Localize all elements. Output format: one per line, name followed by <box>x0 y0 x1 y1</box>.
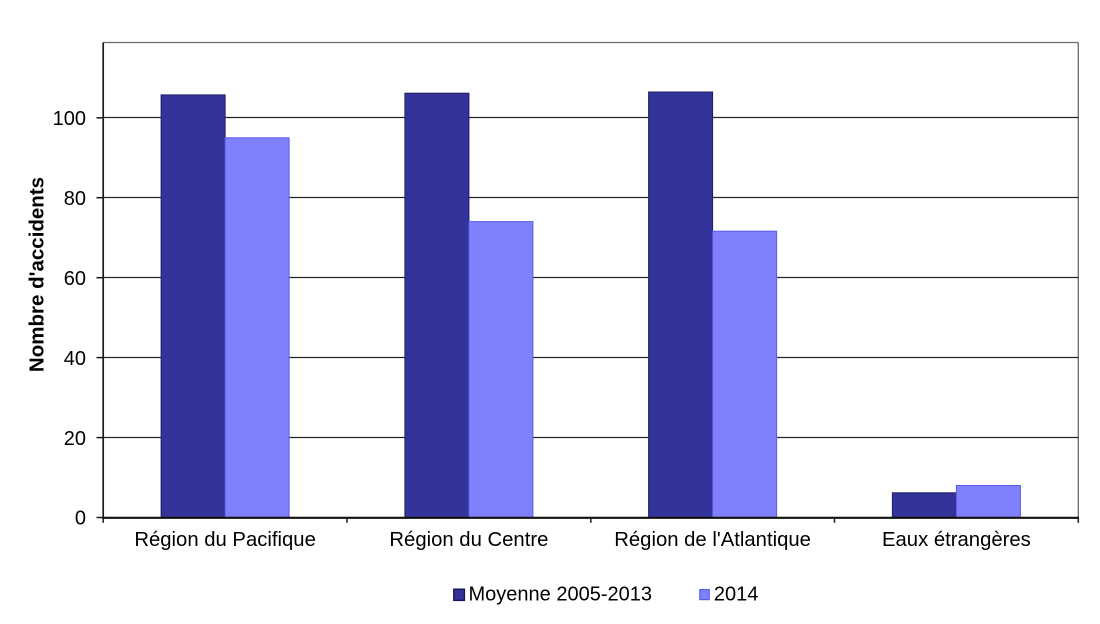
svg-text:Région du Centre: Région du Centre <box>389 529 548 551</box>
svg-text:Région du Pacifique: Région du Pacifique <box>134 529 316 551</box>
svg-text:60: 60 <box>64 268 86 290</box>
svg-text:80: 80 <box>64 188 86 210</box>
svg-text:2014: 2014 <box>714 584 759 606</box>
svg-text:100: 100 <box>53 108 86 130</box>
svg-text:Nombre d'accidents: Nombre d'accidents <box>26 177 49 372</box>
svg-text:Eaux étrangères: Eaux étrangères <box>882 529 1031 551</box>
svg-text:Région de l'Atlantique: Région de l'Atlantique <box>614 529 811 551</box>
svg-text:20: 20 <box>64 428 86 450</box>
svg-text:Moyenne 2005-2013: Moyenne 2005-2013 <box>469 584 652 606</box>
svg-text:0: 0 <box>75 508 86 530</box>
svg-text:40: 40 <box>64 348 86 370</box>
